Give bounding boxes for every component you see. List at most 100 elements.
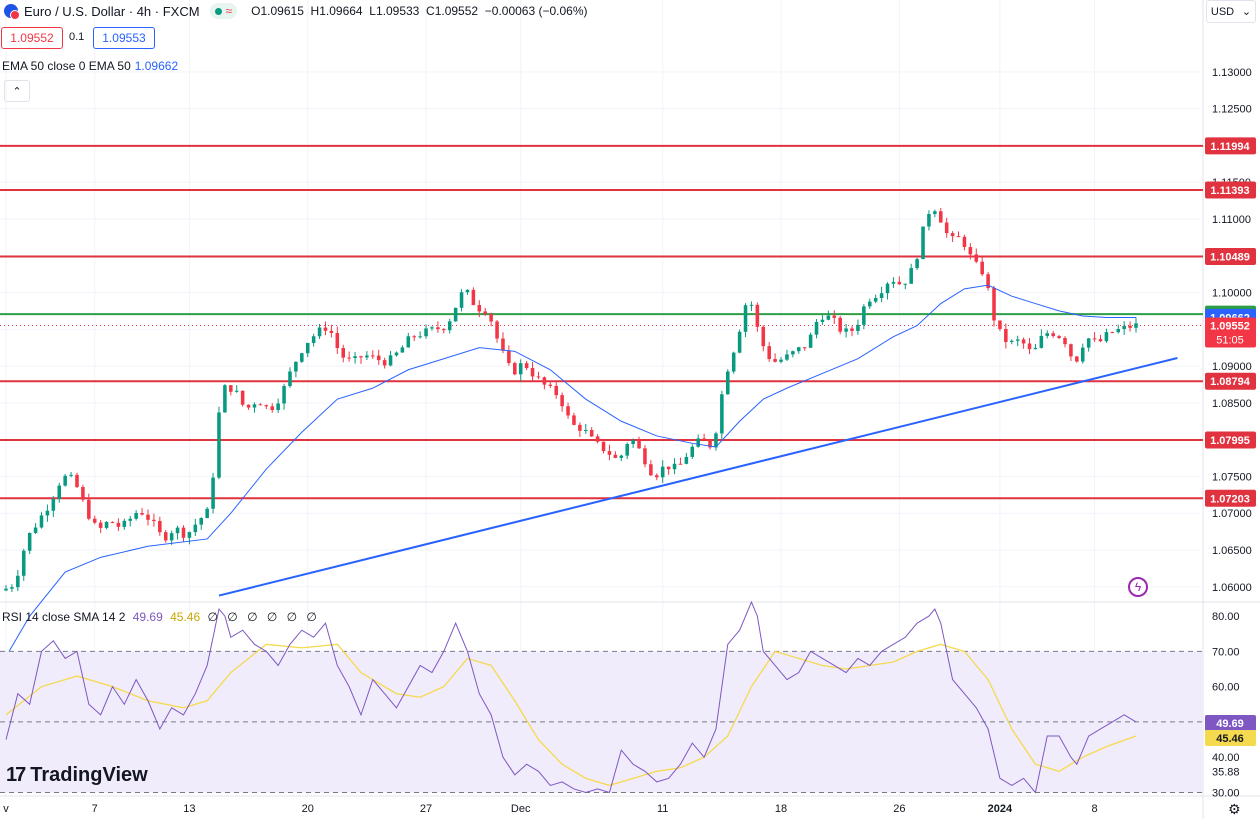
last-price-tag: 1.09552 (1210, 320, 1250, 332)
market-status-pill[interactable]: ≈ (209, 3, 238, 19)
candle-body (276, 403, 280, 410)
candle-body (1128, 325, 1132, 328)
candle-body (554, 385, 558, 396)
candle-body (749, 304, 754, 306)
chart-header: Euro / U.S. Dollar · 4h · FXCM ≈ O1.0961… (0, 0, 588, 22)
candle-body (181, 527, 186, 538)
candle-body (927, 213, 931, 227)
candle-body (1039, 335, 1044, 348)
ema50-line (5, 284, 1136, 657)
candle-body (10, 587, 14, 589)
candle-body (814, 321, 819, 335)
symbol-title[interactable]: Euro / U.S. Dollar · 4h · FXCM (24, 3, 200, 19)
candle-body (974, 254, 979, 262)
candle-body (471, 289, 476, 306)
price-tick-label: 1.07500 (1212, 471, 1252, 483)
rsi-tick-label: 70.00 (1212, 646, 1240, 658)
ema-legend[interactable]: EMA 50 close 0 EMA 50 1.09662 (2, 59, 179, 73)
candle-body (518, 363, 523, 375)
candle-body (240, 390, 245, 405)
candle-body (199, 518, 204, 525)
candle-body (27, 532, 32, 551)
candle-body (453, 307, 458, 322)
candle-body (649, 464, 653, 476)
candle-body (773, 359, 777, 362)
candle-body (560, 395, 564, 407)
candle-body (536, 376, 541, 378)
candle-body (1134, 323, 1138, 328)
candle-body (980, 261, 984, 275)
candle-body (737, 331, 742, 353)
time-tick-label: 13 (183, 803, 195, 815)
candle-body (152, 519, 156, 522)
candle-body (903, 283, 908, 285)
candle-body (400, 347, 405, 353)
candle-body (933, 211, 937, 214)
candle-body (595, 436, 600, 442)
candle-body (832, 315, 837, 318)
currency-selector[interactable]: USD ⌄ (1206, 0, 1256, 23)
spread-value: 0.1 (69, 31, 85, 43)
candle-body (229, 385, 233, 392)
tradingview-logo: 17 TradingView (6, 764, 148, 786)
trend-line (218, 357, 1178, 597)
candle-body (288, 371, 292, 387)
candle-body (388, 355, 393, 366)
candle-body (371, 355, 375, 357)
flash-icon[interactable]: ϟ (1128, 577, 1148, 597)
level-tag-bg (1205, 137, 1256, 155)
eurusd-flag-icon (4, 4, 20, 20)
candle-body (631, 439, 635, 445)
level-tag: 1.08794 (1210, 376, 1251, 388)
candle-body (300, 353, 304, 362)
level-tag-bg (1205, 489, 1256, 507)
collapse-legend-button[interactable]: ⌃ (4, 80, 30, 102)
candle-body (779, 359, 783, 362)
candle-body (341, 348, 345, 358)
candle-body (359, 356, 363, 358)
candle-body (915, 259, 919, 269)
candle-body (347, 357, 351, 359)
candle-body (87, 499, 91, 519)
rsi-sma-tag-bg (1205, 729, 1256, 746)
price-tick-label: 1.10000 (1212, 288, 1252, 300)
buy-button[interactable]: 1.09553 (93, 27, 155, 49)
rsi-tick-label: 60.00 (1212, 682, 1240, 694)
candle-body (158, 521, 162, 533)
price-tick-label: 1.13000 (1212, 67, 1252, 79)
candle-body (1122, 325, 1126, 329)
candle-body (513, 363, 517, 375)
time-tick-label: Dec (511, 803, 531, 815)
candle-body (406, 336, 411, 348)
candle-body (169, 533, 174, 541)
level-tag-bg (1205, 372, 1256, 390)
candle-body (897, 281, 902, 285)
candle-body (1004, 328, 1008, 342)
candle-body (808, 334, 813, 348)
candle-body (820, 319, 825, 322)
candle-body (885, 283, 890, 294)
time-tick-label: 20 (302, 803, 314, 815)
price-tick-label: 1.09000 (1212, 361, 1252, 373)
time-tick-label: 2024 (988, 803, 1013, 815)
candle-body (702, 438, 706, 440)
candle-body (270, 406, 275, 410)
gear-icon[interactable]: ⚙ (1228, 801, 1241, 817)
candle-body (678, 463, 683, 465)
candle-body (684, 456, 689, 464)
candle-body (785, 354, 789, 360)
candle-body (601, 441, 606, 452)
rsi-legend[interactable]: RSI 14 close SMA 14 2 49.69 45.46 ∅ ∅ ∅ … (2, 610, 320, 624)
candle-body (655, 475, 659, 478)
candle-body (879, 293, 884, 298)
candle-body (507, 350, 511, 364)
candle-body (412, 336, 416, 338)
candle-body (45, 510, 50, 516)
level-tag: 1.11393 (1210, 185, 1249, 197)
candle-body (329, 330, 334, 333)
candle-body (1015, 339, 1020, 341)
rsi-line (5, 600, 1137, 794)
price-tick-label: 1.06000 (1212, 582, 1252, 594)
sell-button[interactable]: 1.09552 (1, 27, 63, 49)
